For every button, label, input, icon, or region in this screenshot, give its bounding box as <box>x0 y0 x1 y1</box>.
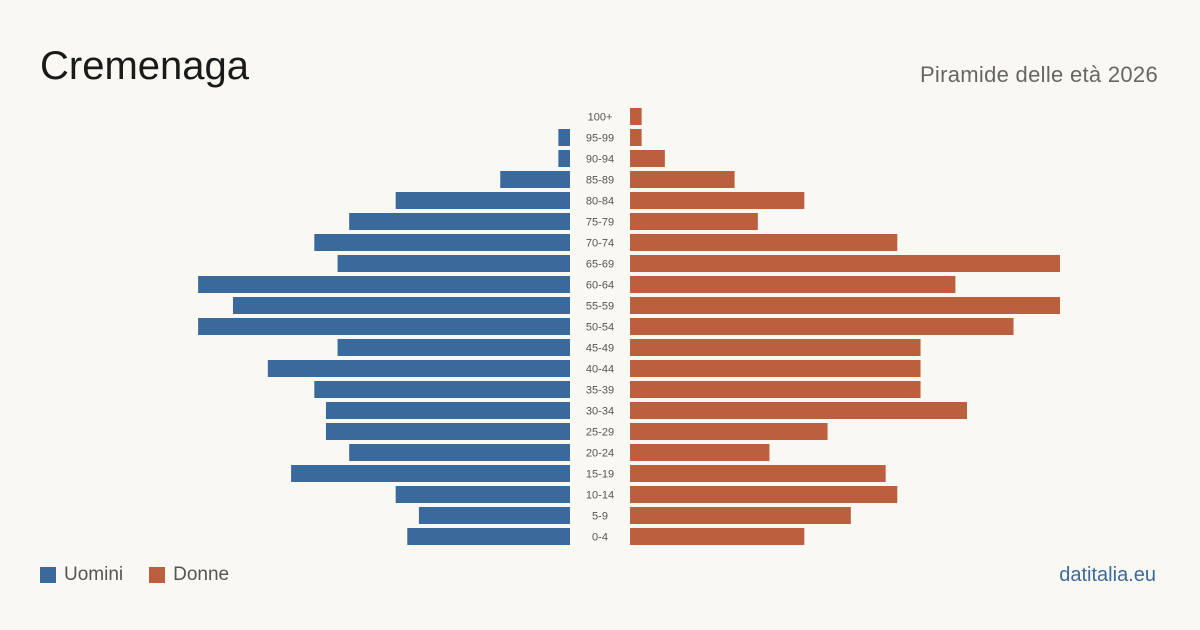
age-label: 50-54 <box>586 322 614 334</box>
female-bar-80-84 <box>630 192 805 209</box>
male-bar-25-29 <box>325 423 570 440</box>
source-link[interactable]: datitalia.eu <box>1059 564 1156 586</box>
age-label: 20-24 <box>586 448 614 460</box>
female-bar-45-49 <box>630 339 921 356</box>
male-bar-5-9 <box>418 507 570 524</box>
male-bar-85-89 <box>500 171 570 188</box>
female-bar-35-39 <box>630 381 921 398</box>
male-bar-95-99 <box>558 129 570 146</box>
female-bar-30-34 <box>630 402 968 419</box>
male-bar-35-39 <box>314 381 570 398</box>
age-label: 10-14 <box>586 490 614 502</box>
age-label: 100+ <box>588 112 613 124</box>
female-bar-5-9 <box>630 507 851 524</box>
female-bar-90-94 <box>630 150 665 167</box>
age-label: 40-44 <box>586 364 614 376</box>
age-label: 0-4 <box>592 532 608 544</box>
male-bar-65-69 <box>337 255 570 272</box>
age-label: 55-59 <box>586 301 614 313</box>
legend-swatch-female <box>149 567 166 583</box>
female-bar-0-4 <box>630 528 805 545</box>
male-bar-50-54 <box>198 318 571 335</box>
male-bar-90-94 <box>558 150 570 167</box>
legend-item-female: Donne <box>149 564 229 586</box>
female-bar-55-59 <box>630 297 1060 314</box>
age-label: 75-79 <box>586 217 614 229</box>
age-label: 5-9 <box>592 511 608 523</box>
age-label: 90-94 <box>586 154 614 166</box>
female-bar-25-29 <box>630 423 828 440</box>
female-bar-75-79 <box>630 213 758 230</box>
female-bar-70-74 <box>630 234 898 251</box>
age-label: 70-74 <box>586 238 614 250</box>
age-label: 85-89 <box>586 175 614 187</box>
legend-swatch-male <box>40 567 56 583</box>
female-bar-65-69 <box>630 255 1060 272</box>
male-bar-55-59 <box>232 297 571 314</box>
age-label: 25-29 <box>586 427 614 439</box>
female-bar-60-64 <box>630 276 956 293</box>
male-bar-60-64 <box>198 276 571 293</box>
male-bar-15-19 <box>291 465 570 482</box>
age-label: 60-64 <box>586 280 614 292</box>
female-bar-95-99 <box>630 129 642 146</box>
female-bar-50-54 <box>630 318 1014 335</box>
female-bar-10-14 <box>630 486 898 503</box>
male-bar-10-14 <box>395 486 570 503</box>
page-title: Cremenaga <box>40 44 250 88</box>
male-bar-80-84 <box>395 192 570 209</box>
chart-subtitle: Piramide delle età 2026 <box>919 62 1158 87</box>
male-bar-30-34 <box>325 402 570 419</box>
male-bar-45-49 <box>337 339 570 356</box>
age-label: 30-34 <box>586 406 614 418</box>
male-bar-75-79 <box>349 213 570 230</box>
age-label: 35-39 <box>586 385 614 397</box>
female-bar-85-89 <box>630 171 735 188</box>
age-label: 65-69 <box>586 259 614 271</box>
male-bar-0-4 <box>407 528 570 545</box>
age-label: 45-49 <box>586 343 614 355</box>
legend-label-female: Donne <box>173 564 230 585</box>
chart-legend: Uomini Donne <box>40 564 255 586</box>
female-bar-15-19 <box>630 465 886 482</box>
legend-label-male: Uomini <box>64 564 124 585</box>
age-label: 15-19 <box>586 469 614 481</box>
female-bar-20-24 <box>630 444 770 461</box>
male-bar-40-44 <box>267 360 570 377</box>
age-label: 95-99 <box>586 133 614 145</box>
legend-item-male: Uomini <box>40 564 123 586</box>
female-bar-40-44 <box>630 360 921 377</box>
male-bar-20-24 <box>349 444 570 461</box>
female-bar-100+ <box>630 108 642 125</box>
age-label: 80-84 <box>586 196 614 208</box>
male-bar-70-74 <box>314 234 570 251</box>
